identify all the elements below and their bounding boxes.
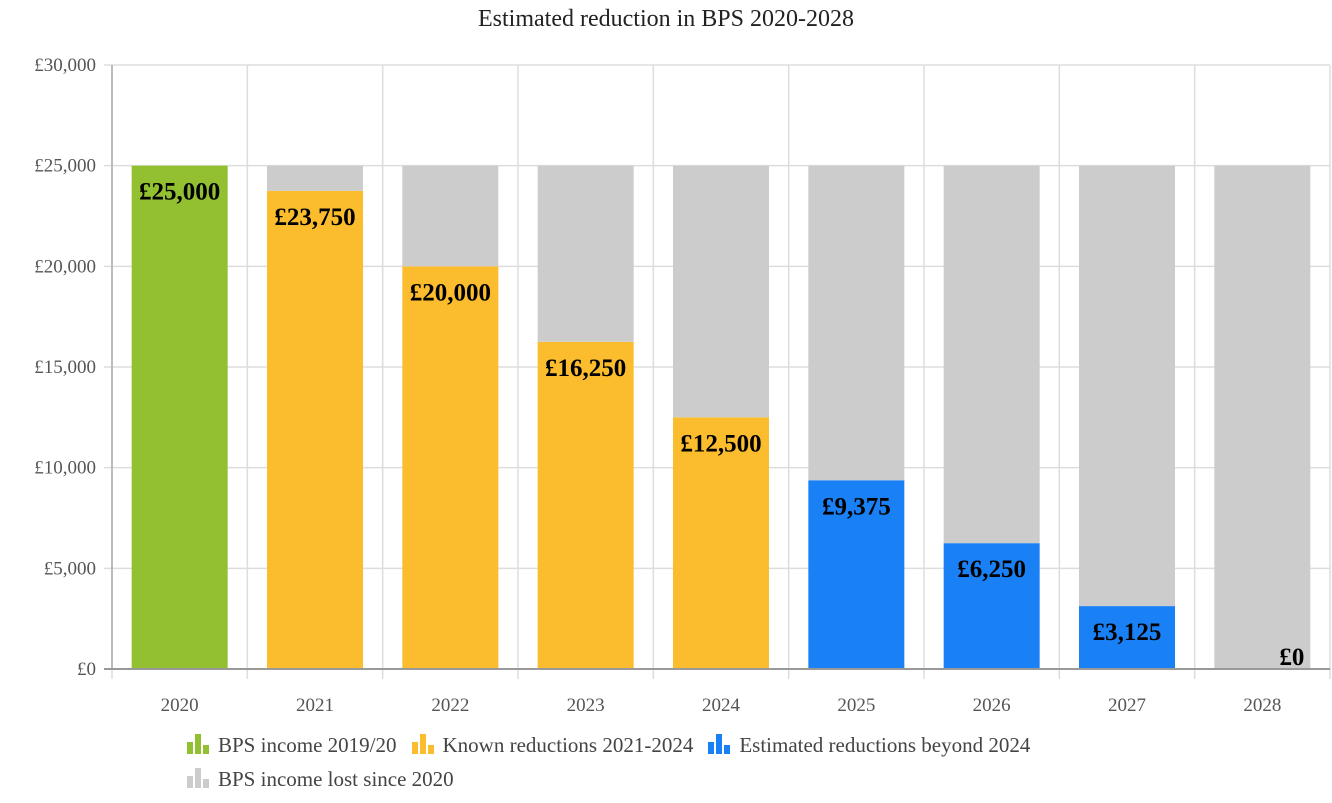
x-tick-label: 2027 bbox=[1108, 695, 1146, 716]
legend: BPS income 2019/20 Known reductions 2021-… bbox=[186, 728, 1186, 796]
data-label: £9,375 bbox=[822, 493, 891, 520]
bar-2024-1 bbox=[673, 417, 769, 669]
x-tick-label: 2024 bbox=[702, 695, 741, 716]
y-tick-label: £30,000 bbox=[34, 55, 96, 76]
data-label: £12,500 bbox=[680, 430, 761, 457]
bar-2027-3 bbox=[1079, 165, 1175, 607]
y-tick-label: £15,000 bbox=[34, 357, 96, 378]
bar-2023-3 bbox=[537, 165, 634, 342]
x-tick-label: 2028 bbox=[1243, 695, 1281, 716]
bar-2028-3 bbox=[1214, 165, 1311, 669]
legend-label: Known reductions 2021-2024 bbox=[442, 733, 694, 757]
x-tick-label: 2021 bbox=[296, 695, 334, 716]
x-tick-label: 2022 bbox=[431, 695, 469, 716]
legend-swatch-icon bbox=[187, 768, 209, 788]
legend-item: Known reductions 2021-2024 bbox=[411, 728, 694, 762]
legend-label: BPS income 2019/20 bbox=[218, 733, 397, 757]
data-label: £20,000 bbox=[410, 279, 491, 306]
data-label: £23,750 bbox=[274, 204, 355, 231]
data-label: £6,250 bbox=[957, 556, 1026, 583]
legend-swatch-icon bbox=[411, 734, 434, 754]
bar-2022-3 bbox=[402, 165, 499, 267]
bar-2024-3 bbox=[673, 165, 769, 418]
legend-item: BPS income lost since 2020 bbox=[186, 762, 1172, 796]
legend-item: Estimated reductions beyond 2024 bbox=[707, 728, 1030, 762]
legend-item: BPS income 2019/20 bbox=[186, 728, 397, 762]
x-tick-label: 2020 bbox=[161, 695, 199, 716]
data-label: £0 bbox=[1279, 644, 1304, 671]
legend-label: BPS income lost since 2020 bbox=[218, 767, 454, 791]
chart-title: Estimated reduction in BPS 2020-2028 bbox=[478, 6, 854, 32]
bar-2025-2 bbox=[808, 480, 905, 669]
bar-2021-1 bbox=[267, 190, 363, 670]
bar-2023-1 bbox=[537, 341, 634, 669]
bar-2026-3 bbox=[943, 165, 1040, 544]
y-tick-label: £10,000 bbox=[34, 458, 96, 479]
bar-2026-2 bbox=[943, 543, 1040, 669]
legend-swatch-icon bbox=[708, 734, 731, 754]
bar-2027-2 bbox=[1079, 606, 1175, 669]
bar-2020-0 bbox=[131, 165, 228, 669]
bar-2025-3 bbox=[808, 165, 905, 481]
data-label: £25,000 bbox=[139, 179, 220, 206]
y-tick-label: £20,000 bbox=[34, 256, 96, 277]
data-label: £16,250 bbox=[545, 355, 626, 382]
y-tick-label: £25,000 bbox=[34, 156, 96, 177]
legend-swatch-icon bbox=[187, 734, 209, 754]
x-tick-label: 2026 bbox=[973, 695, 1011, 716]
x-tick-label: 2023 bbox=[567, 695, 605, 716]
bar-chart: £25,000 £23,750 £20,000 £16,250 £12,500 £9,37… bbox=[34, 55, 1331, 716]
bar-2022-1 bbox=[402, 266, 499, 669]
y-tick-label: £5,000 bbox=[44, 558, 96, 579]
x-tick-label: 2025 bbox=[837, 695, 875, 716]
y-tick-label: £0 bbox=[77, 659, 96, 680]
data-label: £3,125 bbox=[1093, 619, 1162, 646]
bar-2021-3 bbox=[267, 165, 363, 191]
legend-label: Estimated reductions beyond 2024 bbox=[739, 733, 1031, 757]
